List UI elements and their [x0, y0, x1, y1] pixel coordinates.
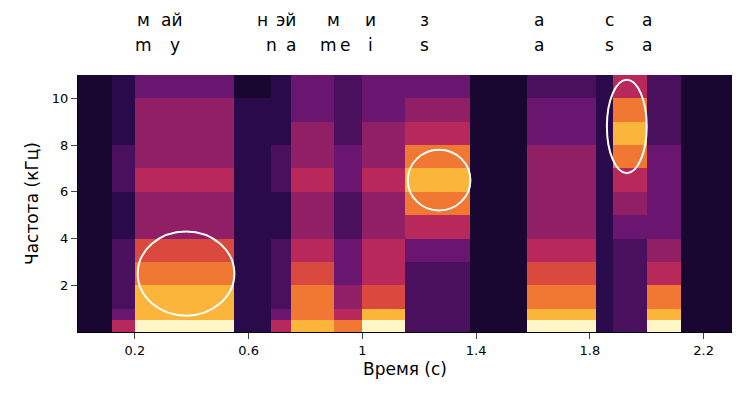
svg-text:s: s — [420, 35, 429, 55]
svg-text:a: a — [534, 35, 544, 55]
svg-text:6: 6 — [60, 184, 68, 199]
svg-text:и: и — [365, 10, 376, 30]
svg-text:эй: эй — [276, 10, 296, 30]
svg-text:s: s — [605, 35, 614, 55]
svg-text:1: 1 — [358, 343, 366, 358]
svg-text:м: м — [137, 10, 150, 30]
svg-text:1.8: 1.8 — [579, 343, 600, 358]
svg-text:з: з — [420, 10, 429, 30]
svg-text:с: с — [605, 10, 614, 30]
svg-text:e: e — [340, 35, 350, 55]
svg-text:0.2: 0.2 — [125, 343, 146, 358]
svg-text:2: 2 — [60, 278, 68, 293]
svg-text:а: а — [642, 10, 652, 30]
svg-text:1.4: 1.4 — [466, 343, 487, 358]
svg-text:m: m — [135, 35, 152, 55]
svg-text:0.6: 0.6 — [238, 343, 259, 358]
svg-text:n: n — [266, 35, 277, 55]
svg-text:Частота (кГц): Частота (кГц) — [22, 142, 42, 265]
svg-text:y: y — [170, 35, 180, 55]
svg-text:ай: ай — [161, 10, 182, 30]
svg-text:м: м — [327, 10, 340, 30]
svg-text:a: a — [286, 35, 296, 55]
svg-text:а: а — [534, 10, 544, 30]
svg-text:8: 8 — [60, 138, 68, 153]
svg-text:2.2: 2.2 — [693, 343, 714, 358]
svg-text:m: m — [320, 35, 337, 55]
svg-text:i: i — [368, 35, 373, 55]
svg-text:a: a — [642, 35, 652, 55]
svg-text:Время (с): Время (с) — [363, 359, 447, 379]
svg-text:10: 10 — [52, 91, 69, 106]
svg-text:4: 4 — [60, 231, 68, 246]
svg-text:н: н — [257, 10, 268, 30]
